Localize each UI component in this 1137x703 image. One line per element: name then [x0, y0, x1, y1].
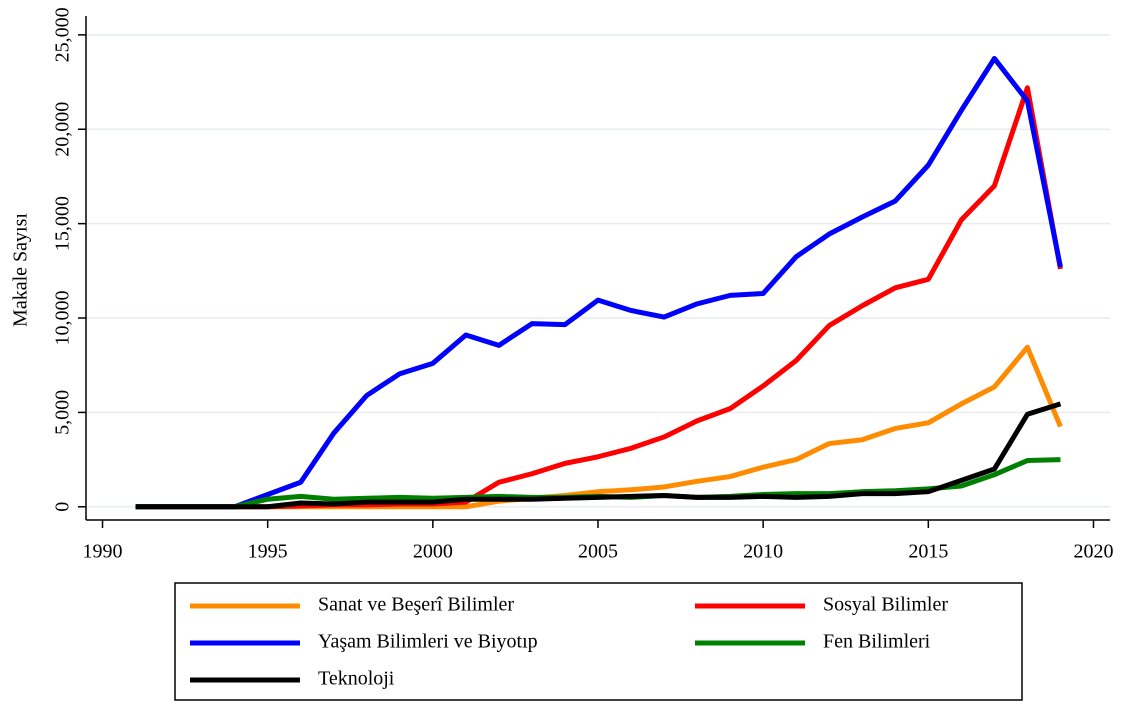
x-tick-label: 1990	[83, 541, 123, 563]
y-tick-label: 5,000	[52, 390, 74, 435]
legend-label: Sosyal Bilimler	[823, 594, 948, 616]
x-tick-label: 2005	[578, 541, 618, 563]
y-axis-label: Makale Sayısı	[10, 213, 32, 327]
legend-box	[174, 582, 1023, 701]
x-tick-label: 2010	[743, 541, 783, 563]
legend-label: Teknoloji	[318, 668, 395, 690]
legend-label: Fen Bilimleri	[823, 631, 931, 653]
x-tick-label: 1995	[248, 541, 288, 563]
legend-label: Sanat ve Beşerî Bilimler	[318, 594, 514, 616]
series-line	[135, 85, 1063, 510]
series-line	[135, 401, 1062, 510]
y-tick-label: 20,000	[52, 102, 74, 157]
series-line	[135, 55, 1063, 510]
legend-label: Yaşam Bilimleri ve Biyotıp	[318, 631, 538, 653]
x-tick-label: 2015	[908, 541, 948, 563]
y-tick-label: 0	[52, 502, 74, 512]
y-tick-label: 25,000	[52, 7, 74, 62]
series-line	[135, 344, 1063, 510]
y-tick-label: 15,000	[52, 196, 74, 251]
x-tick-label: 2020	[1073, 541, 1113, 563]
y-tick-label: 10,000	[52, 291, 74, 346]
x-tick-label: 2000	[413, 541, 453, 563]
